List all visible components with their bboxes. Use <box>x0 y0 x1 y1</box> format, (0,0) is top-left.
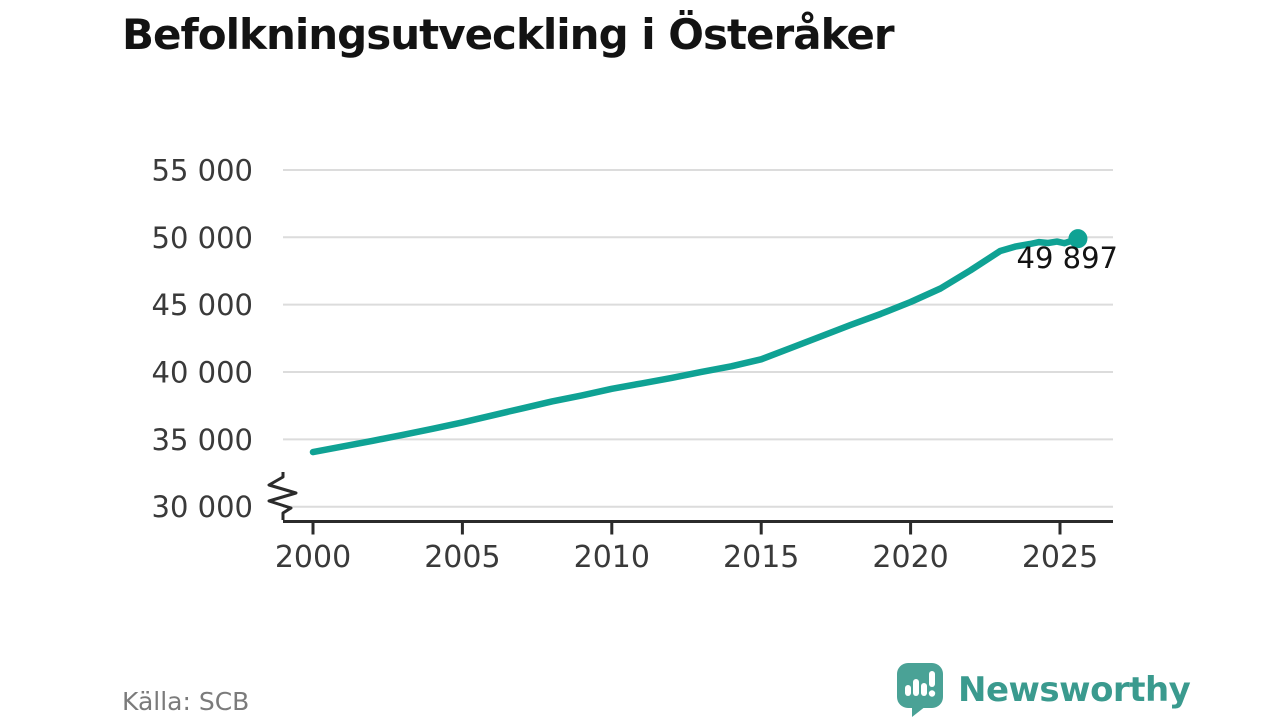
y-tick-label: 35 000 <box>152 423 253 457</box>
end-value-label: 49 897 <box>1017 241 1118 275</box>
source-caption: Källa: SCB <box>122 687 250 716</box>
population-line <box>309 235 1082 456</box>
newsworthy-speech-bubble-chart-icon <box>897 663 943 717</box>
y-tick-label: 40 000 <box>152 356 253 390</box>
newsworthy-logo: Newsworthy <box>896 662 1191 718</box>
chart-title: Befolkningsutveckling i Österåker <box>122 10 895 59</box>
y-tick-label: 55 000 <box>152 153 253 187</box>
x-tick-label: 2010 <box>574 540 650 575</box>
end-point-dot <box>1068 229 1088 249</box>
y-axis-break-icon <box>267 472 298 520</box>
x-tick-label: 2005 <box>424 540 500 575</box>
x-tick-label: 2025 <box>1022 540 1098 575</box>
y-tick-label: 50 000 <box>152 221 253 255</box>
newsworthy-logo-text: Newsworthy <box>958 670 1191 710</box>
y-tick-label: 30 000 <box>152 490 253 524</box>
y-tick-label: 45 000 <box>152 288 253 322</box>
x-tick-label: 2020 <box>872 540 948 575</box>
x-tick-label: 2015 <box>723 540 799 575</box>
x-tick-label: 2000 <box>275 540 351 575</box>
